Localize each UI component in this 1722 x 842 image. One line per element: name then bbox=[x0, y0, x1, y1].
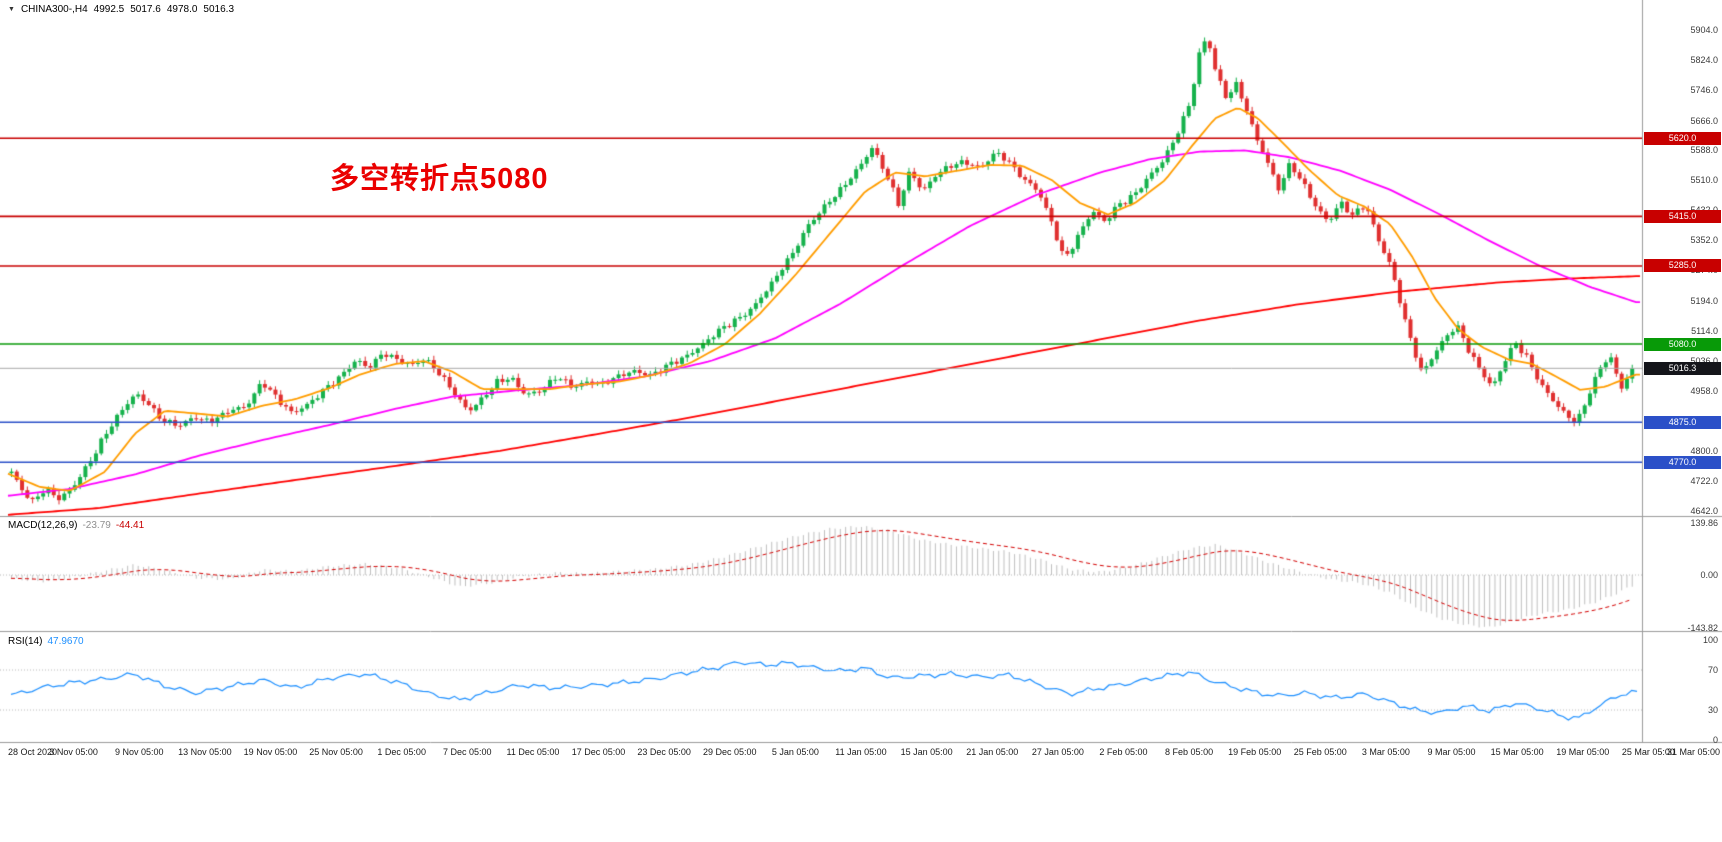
ohlc-low-value: 4978.0 bbox=[166, 4, 198, 15]
price-tick-label: 5510.0 bbox=[1690, 175, 1718, 186]
time-axis-label: 2 Feb 05:00 bbox=[1099, 747, 1148, 757]
time-axis-label: 23 Dec 05:00 bbox=[637, 747, 691, 757]
price-tick-label: 5352.0 bbox=[1690, 235, 1718, 246]
price-tick-label: 4642.0 bbox=[1690, 506, 1718, 516]
price-tick-label: 5036.0 bbox=[1690, 355, 1718, 366]
time-axis-label: 15 Mar 05:00 bbox=[1490, 747, 1544, 757]
rsi-indicator-label: RSI(14) 47.9670 bbox=[8, 636, 89, 647]
time-axis-label: 19 Nov 05:00 bbox=[243, 747, 298, 757]
time-axis-label: 11 Jan 05:00 bbox=[835, 747, 887, 757]
time-axis-label: 11 Dec 05:00 bbox=[506, 747, 560, 757]
time-axis-label: 3 Nov 05:00 bbox=[49, 747, 98, 757]
price-tick-label: 4800.0 bbox=[1690, 445, 1718, 456]
time-axis-label: 9 Mar 05:00 bbox=[1427, 747, 1476, 757]
price-level-tag: 5080.0 bbox=[1644, 337, 1721, 351]
time-axis-label: 27 Jan 05:00 bbox=[1031, 747, 1084, 757]
price-tick-label: 4958.0 bbox=[1690, 385, 1718, 396]
symbol-marker-icon: ▼ bbox=[8, 5, 15, 13]
time-axis-label: 7 Dec 05:00 bbox=[443, 747, 492, 757]
price-level-tag: 5415.0 bbox=[1644, 209, 1721, 223]
time-axis-label: 15 Jan 05:00 bbox=[900, 747, 953, 757]
time-axis-label: 1 Dec 05:00 bbox=[377, 747, 426, 757]
price-level-tag: 4875.0 bbox=[1644, 415, 1721, 429]
price-level-tag: 5016.3 bbox=[1644, 361, 1721, 375]
macd-name: MACD(12,26,9) bbox=[8, 520, 78, 531]
time-axis-label: 25 Mar 05:00 bbox=[1621, 747, 1675, 757]
time-axis-label: 5 Jan 05:00 bbox=[771, 747, 819, 757]
rsi-tick-label: 70 bbox=[1707, 665, 1718, 675]
price-tick-label: 5666.0 bbox=[1690, 115, 1718, 126]
time-axis-label: 31 Mar 05:00 bbox=[1666, 747, 1720, 757]
time-axis-label: 13 Nov 05:00 bbox=[178, 747, 232, 757]
ohlc-high-value: 5017.6 bbox=[130, 4, 161, 15]
price-tick-label: 5824.0 bbox=[1690, 55, 1718, 66]
time-axis-label: 19 Feb 05:00 bbox=[1228, 747, 1282, 757]
chart-ohlc-header: ▼ CHINA300-,H4 4992.5 5017.6 4978.0 5016.3 bbox=[8, 4, 240, 15]
time-axis-label: 28 Oct 2020 bbox=[8, 747, 58, 757]
rsi-name: RSI(14) bbox=[8, 636, 43, 647]
price-level-tag: 5620.0 bbox=[1644, 131, 1721, 145]
price-level-tag: 4770.0 bbox=[1644, 455, 1721, 469]
time-axis-label: 9 Nov 05:00 bbox=[114, 747, 164, 757]
time-axis-label: 21 Jan 05:00 bbox=[966, 747, 1019, 757]
price-level-tag: 5285.0 bbox=[1644, 259, 1721, 273]
ohlc-open-value: 4992.5 bbox=[93, 4, 125, 15]
rsi-tick-label: 0 bbox=[1712, 735, 1718, 745]
time-axis-label: 19 Mar 05:00 bbox=[1556, 747, 1610, 757]
price-tick-label: 5904.0 bbox=[1690, 25, 1718, 35]
time-axis-label: 29 Dec 05:00 bbox=[702, 747, 757, 757]
macd-signal-value: -44.41 bbox=[115, 520, 145, 531]
time-axis-label: 3 Mar 05:00 bbox=[1361, 747, 1410, 757]
time-axis-label: 8 Feb 05:00 bbox=[1165, 747, 1214, 757]
time-axis-label: 25 Nov 05:00 bbox=[309, 747, 363, 757]
time-axis-label: 25 Feb 05:00 bbox=[1293, 747, 1347, 757]
rsi-tick-label: 30 bbox=[1707, 705, 1718, 715]
price-tick-label: 4722.0 bbox=[1690, 475, 1718, 486]
pivot-annotation-text[interactable]: 多空转折点5080 bbox=[330, 163, 549, 195]
ohlc-close-value: 5016.3 bbox=[203, 4, 235, 15]
macd-tick-label: -143.82 bbox=[1687, 623, 1718, 634]
price-tick-label: 5194.0 bbox=[1690, 295, 1718, 306]
price-tick-label: 5114.0 bbox=[1691, 326, 1718, 337]
rsi-tick-label: 100 bbox=[1702, 635, 1718, 645]
symbol-timeframe-label: CHINA300-,H4 bbox=[20, 4, 88, 15]
price-tick-label: 5588.0 bbox=[1690, 145, 1718, 156]
macd-tick-label: 139.86 bbox=[1690, 518, 1718, 529]
macd-main-value: -23.79 bbox=[82, 520, 111, 531]
rsi-value: 47.9670 bbox=[47, 636, 84, 647]
time-axis-label: 17 Dec 05:00 bbox=[571, 747, 626, 757]
macd-indicator-label: MACD(12,26,9) -23.79 -44.41 bbox=[8, 520, 149, 531]
macd-tick-label: 0.00 bbox=[1700, 570, 1718, 580]
price-tick-label: 5746.0 bbox=[1690, 85, 1718, 96]
